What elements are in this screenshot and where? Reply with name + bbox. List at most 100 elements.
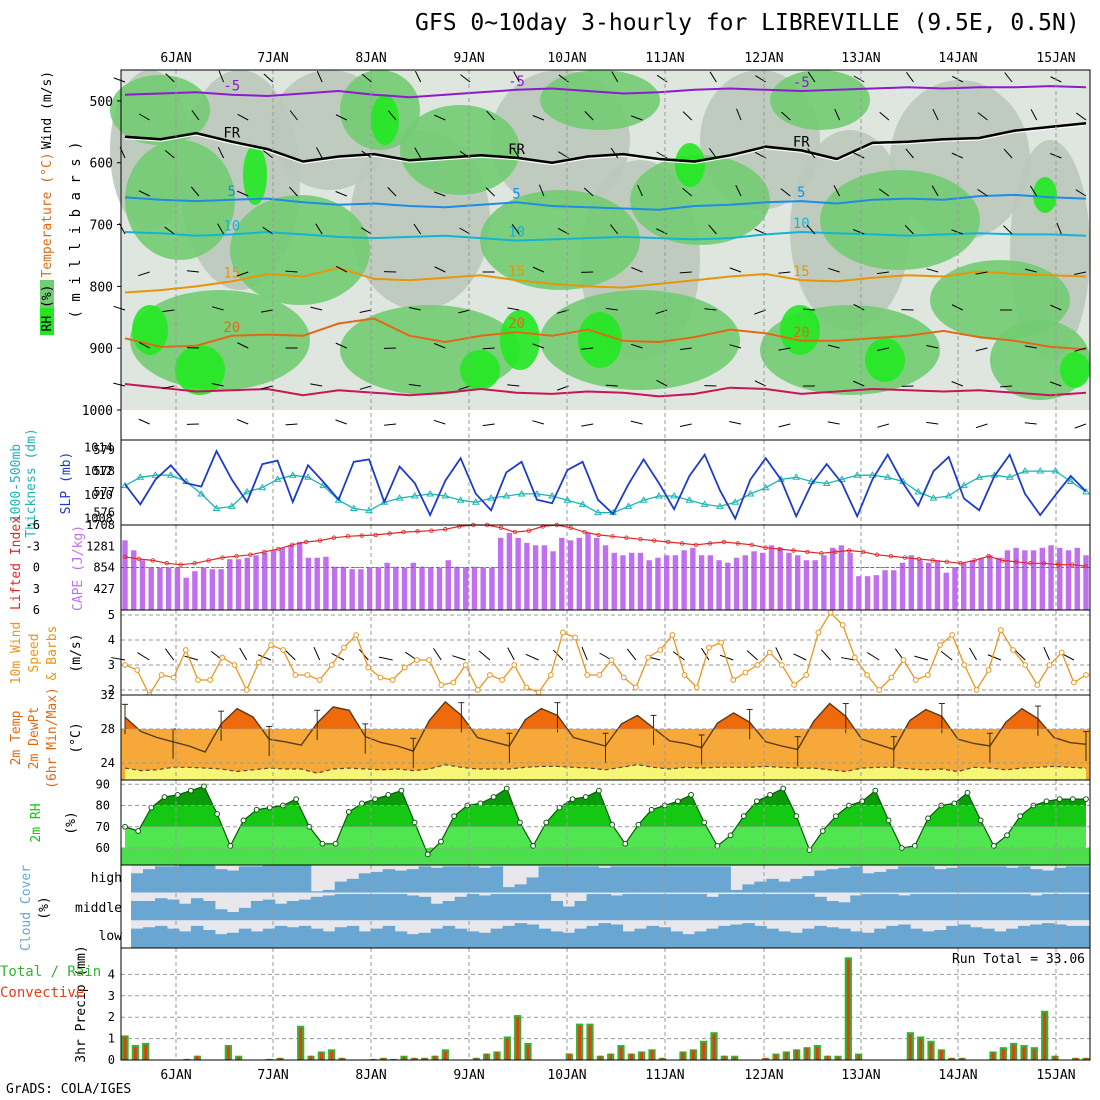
thickness-marker <box>624 502 633 509</box>
wind-tick-label: 5 <box>108 608 115 622</box>
wind-barb <box>778 271 791 274</box>
precip-convective-bar <box>919 1038 923 1060</box>
wind-speed-marker <box>949 632 956 638</box>
wind-barb <box>191 109 200 121</box>
date-label-bottom: 13JAN <box>841 1068 880 1083</box>
contour-label: -5 <box>223 79 240 95</box>
wind-speed-marker <box>487 672 493 678</box>
thickness-marker <box>838 475 846 482</box>
precip-convective-bar <box>340 1057 344 1060</box>
wind-barb <box>926 268 939 273</box>
wind-barb <box>610 147 619 159</box>
lifted-index-marker <box>735 541 741 546</box>
cloud-cell <box>970 866 983 893</box>
wind-barb <box>1024 268 1037 273</box>
cloud-cell <box>358 931 372 948</box>
cloud-cell <box>586 866 600 893</box>
wind-barb <box>239 647 248 661</box>
lifted-index-marker <box>665 539 671 545</box>
cloud-cell <box>286 865 300 893</box>
cape-bar <box>270 550 277 610</box>
wind-barb <box>951 75 964 83</box>
cloud-cell <box>298 865 312 893</box>
lifted-index-marker <box>415 529 420 534</box>
dewpt-line <box>124 764 1087 774</box>
cloud-cell <box>778 931 791 948</box>
wind-barb <box>735 184 742 197</box>
cape-bar <box>288 545 294 610</box>
cloud-cell <box>754 894 767 921</box>
wind-speed-marker <box>377 674 384 681</box>
wind-barb <box>525 653 539 661</box>
wind-speed-marker <box>426 657 433 663</box>
cape-bar <box>1074 547 1080 610</box>
wind-barb <box>626 648 637 661</box>
wind-barb <box>263 73 274 83</box>
wind-barb <box>459 150 471 159</box>
rh-marker <box>925 815 931 822</box>
wind-barb <box>507 307 520 311</box>
wind-barb <box>778 347 791 351</box>
precip-convective-bar <box>681 1052 685 1060</box>
cape-bar <box>952 567 958 610</box>
wind-barb <box>878 188 890 197</box>
precip-convective-bar <box>857 1054 861 1060</box>
cloud-cell <box>922 866 935 893</box>
thickness-marker <box>944 492 953 499</box>
precip-convective-bar <box>319 1052 323 1060</box>
wind-speed-marker <box>499 677 506 683</box>
wind-barb <box>977 112 988 121</box>
precip-convective-bar <box>567 1053 571 1060</box>
cloud-cell <box>358 894 372 921</box>
rh-shading <box>540 290 740 390</box>
cloud-cell <box>190 898 204 921</box>
cloud-cell <box>1006 928 1019 948</box>
cloud-cell <box>502 887 516 893</box>
wind-barb <box>879 111 890 121</box>
wind-speed-marker <box>535 689 542 696</box>
rh-marker <box>569 796 576 803</box>
wind-barb <box>807 71 816 83</box>
precip-convective-bar <box>371 1058 375 1060</box>
wind-barb <box>263 150 274 159</box>
lifted-index-marker <box>847 548 852 553</box>
thickness-marker <box>1036 467 1045 474</box>
rh-shading <box>175 345 225 395</box>
wind-barb <box>434 266 446 273</box>
rh-shading <box>820 170 980 270</box>
cloud-cell <box>910 866 923 893</box>
cloud-cell <box>1078 925 1091 948</box>
precip-convective-bar <box>722 1055 726 1060</box>
wind-speed-marker <box>547 672 554 678</box>
cloud-cell <box>766 928 779 948</box>
rh-tick-label: 90 <box>96 777 110 791</box>
wind-barb <box>138 418 150 425</box>
wind-barb <box>905 148 914 159</box>
cape-bar <box>262 552 268 610</box>
wind-barb <box>408 307 421 311</box>
contour-label: 15 <box>793 264 810 280</box>
precip-convective-bar <box>991 1052 995 1060</box>
thickness-marker <box>1021 467 1029 474</box>
rh-marker <box>293 796 300 803</box>
cloud-cell <box>466 931 480 948</box>
cloud-cell <box>131 928 144 948</box>
lifted-index-marker <box>262 549 267 555</box>
lifted-index-marker <box>972 558 977 563</box>
cape-bar <box>742 555 748 610</box>
cape-bar <box>253 555 259 610</box>
wind-tick-label: 3 <box>108 658 115 672</box>
lifted-index-marker <box>693 542 699 548</box>
cloud-cell <box>370 894 384 921</box>
temp-contour <box>124 121 1087 164</box>
thickness-marker <box>319 481 328 489</box>
wind-barb <box>708 147 717 159</box>
cloud-cell <box>1066 894 1079 921</box>
cape-bar <box>314 557 320 610</box>
rh-shading <box>865 338 905 382</box>
cloud-cell <box>502 894 516 921</box>
thickness-marker <box>487 494 495 501</box>
rh-tick-label: 70 <box>96 820 110 834</box>
wind-barb <box>532 266 545 273</box>
wind-speed-marker <box>705 644 712 651</box>
